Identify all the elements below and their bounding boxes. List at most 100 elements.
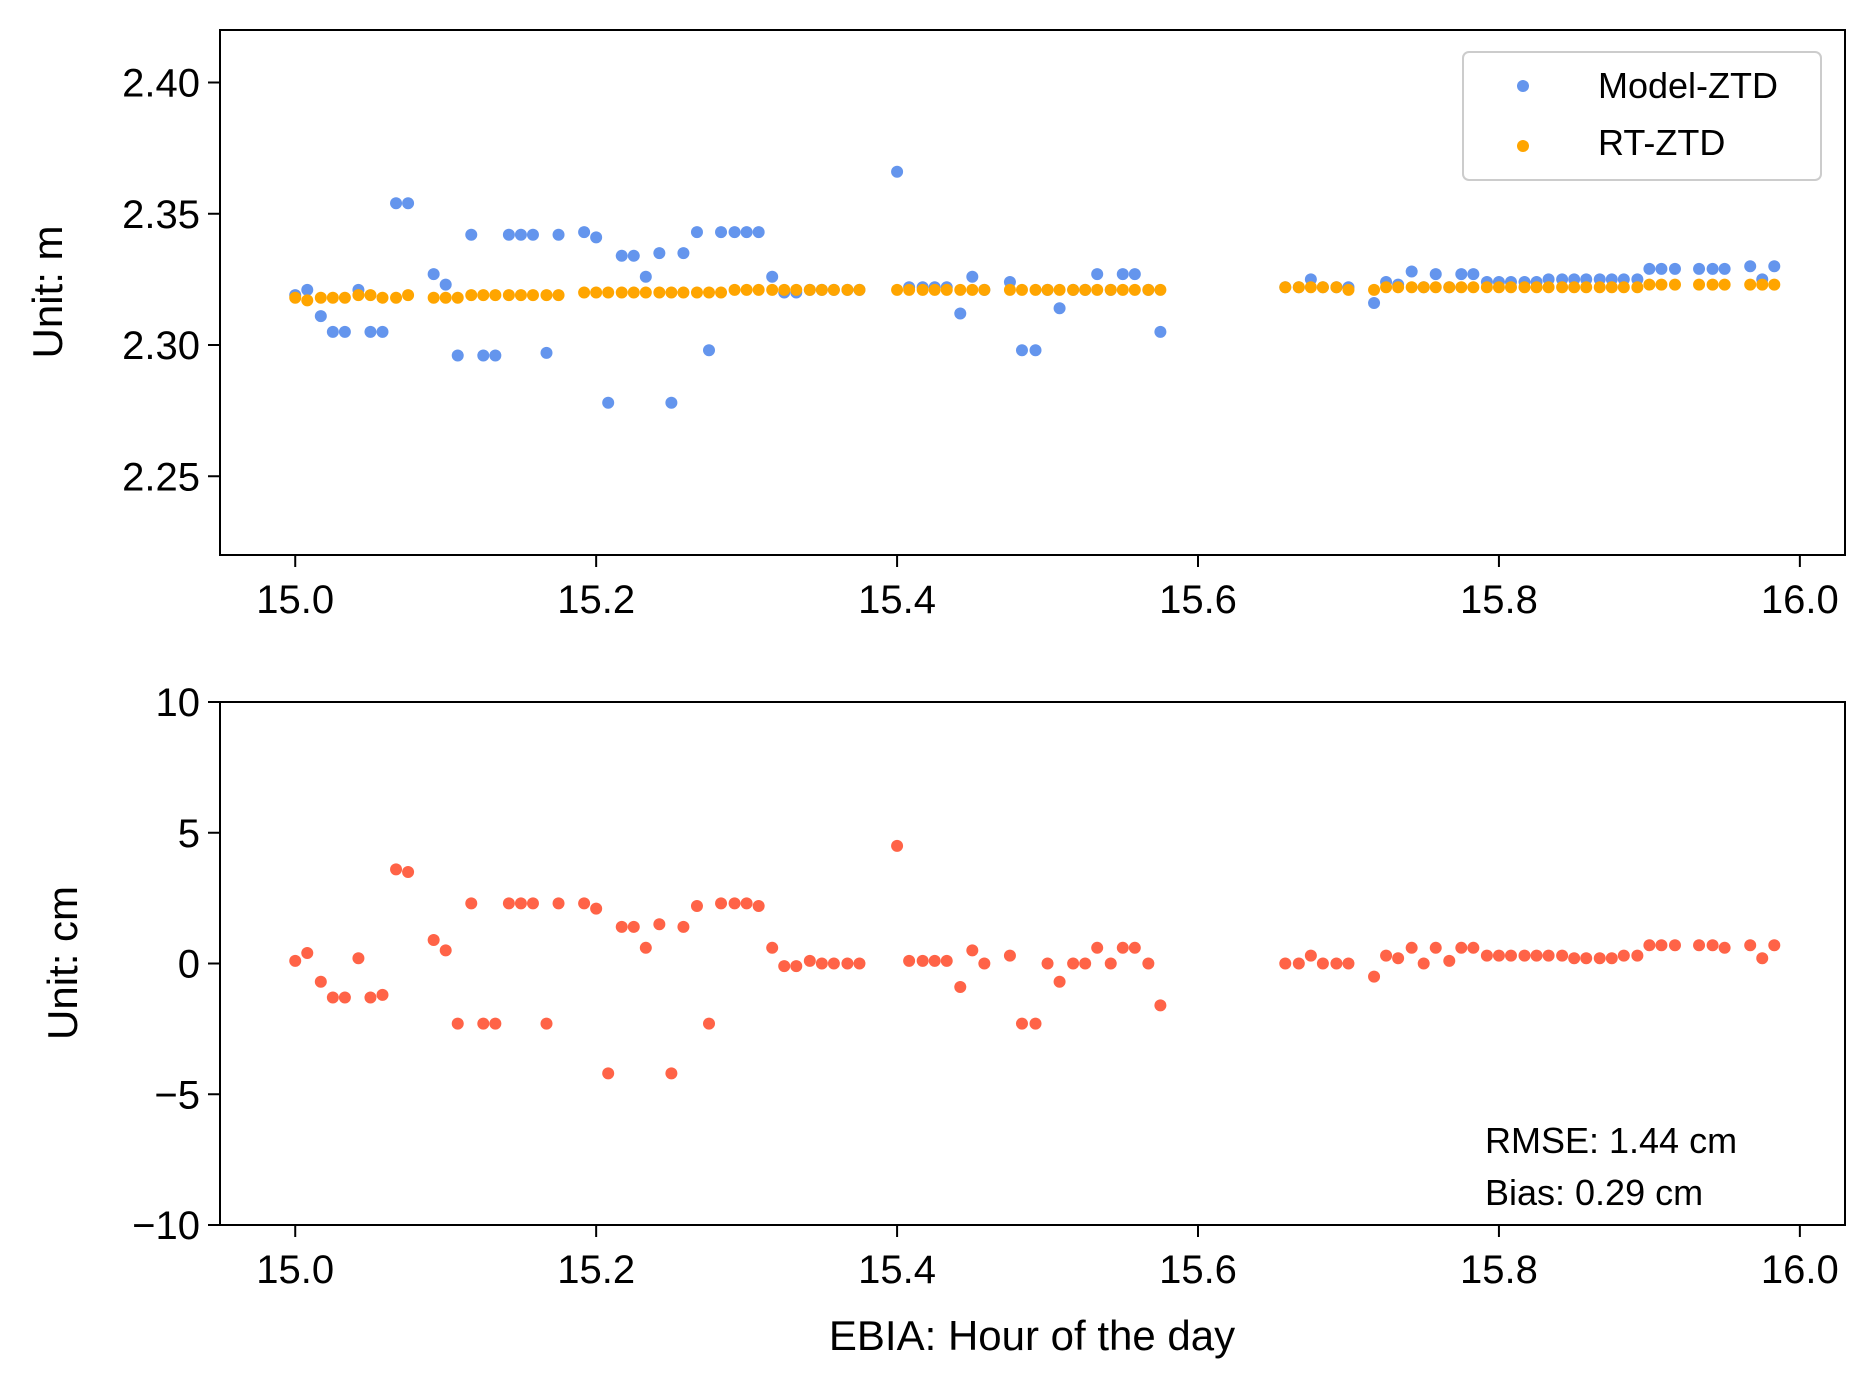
rt-ztd-point [1015,283,1028,296]
rt-ztd-point [477,289,490,302]
model-ztd-point [1053,302,1066,315]
rt-ztd-point [653,286,666,299]
difference-series-point [1003,949,1016,962]
rt-ztd-point [1542,281,1555,294]
rt-ztd-point [1053,283,1066,296]
difference-series-point [703,1017,716,1030]
difference-series-point [966,944,979,957]
difference-series-point [665,1067,678,1080]
rt-ztd-point [677,286,690,299]
difference-series-point [590,902,603,915]
difference-series-point [1580,952,1593,965]
difference-series-point [1128,941,1141,954]
rt-ztd-point [1128,283,1141,296]
model-ztd-point [502,228,515,241]
difference-series-point [615,920,628,933]
model-ztd-point [1718,262,1731,275]
difference-series-point [289,954,302,967]
model-ztd-point [1091,268,1104,281]
rt-ztd-point [1142,283,1155,296]
rt-ztd-point [1292,281,1305,294]
model-ztd-point [427,268,440,281]
model-ztd-point [451,349,464,362]
difference-series-point [451,1017,464,1030]
rt-ztd-point [1668,278,1681,291]
model-ztd-point [1429,268,1442,281]
ztd-x-tick-label: 15.4 [858,578,936,622]
difference-series-point [1655,939,1668,952]
rt-ztd-point [827,283,840,296]
rt-ztd-point [1368,283,1381,296]
rt-ztd-point [1768,278,1781,291]
difference-series-point [1768,939,1781,952]
difference-series-point [1142,957,1155,970]
difference-series-point [1467,941,1480,954]
rt-ztd-point [916,283,929,296]
difference-series-point [1556,949,1569,962]
rt-ztd-point [853,283,866,296]
model-ztd-point [1706,262,1719,275]
model-ztd-point [314,310,327,323]
rt-ztd-point [966,283,979,296]
ztd-plot-frame [219,29,1846,556]
difference-series-point [489,1017,502,1030]
difference-series-point [1104,957,1117,970]
difference-series-point [502,897,515,910]
rt-ztd-point [514,289,527,302]
model-ztd-point [1668,262,1681,275]
difference-series-point [526,897,539,910]
difference-series-point [1631,949,1644,962]
rt-ztd-point [1091,283,1104,296]
rt-ztd-point [1429,281,1442,294]
difference-series-point [514,897,527,910]
difference-series-point [715,897,728,910]
difference-series-point [677,920,690,933]
model-ztd-point [1154,325,1167,338]
model-ztd-point [715,226,728,239]
rt-ztd-point [615,286,628,299]
difference-series-point [1504,949,1517,962]
model-ztd-point [1116,268,1129,281]
bias-annotation: Bias: 0.29 cm [1485,1172,1703,1213]
rt-ztd-point [715,286,728,299]
rt-ztd-point [1455,281,1468,294]
difference-y-axis: −10 −5 0 5 10 [132,681,220,1248]
difference-panel: 15.0 15.2 15.4 15.6 15.8 16.0 −10 −5 0 5 10 Unit:… [39,681,1846,1359]
rt-ztd-point [390,291,403,304]
model-ztd-point [364,325,377,338]
difference-series-point [427,933,440,946]
rt-ztd-point [1706,278,1719,291]
rt-ztd-point [352,289,365,302]
rt-ztd-point [978,283,991,296]
legend-frame [1462,51,1822,181]
rt-ztd-point [1568,281,1581,294]
model-ztd-point [1744,260,1757,273]
difference-series-point [690,899,703,912]
difference-series-point [1480,949,1493,962]
rt-ztd-point [1330,281,1343,294]
difference-series-point [552,897,565,910]
difference-series-point [940,954,953,967]
rt-ztd-point [815,283,828,296]
difference-series-point [1643,939,1656,952]
legend: Model-ZTD RT-ZTD [1462,51,1822,181]
rt-ztd-point [1392,281,1405,294]
difference-series-point [740,897,753,910]
ztd-x-tick-label: 15.6 [1159,578,1237,622]
model-ztd-point [1015,344,1028,357]
rt-ztd-point [602,286,615,299]
difference-series-point [639,941,652,954]
difference-series-point [928,954,941,967]
rt-ztd-point [314,291,327,304]
rt-ztd-point [778,283,791,296]
rt-ztd-point [1631,281,1644,294]
difference-series-point [790,960,803,973]
model-ztd-point [740,226,753,239]
difference-series-point [1154,999,1167,1012]
rt-ztd-point [665,286,678,299]
difference-series-point [338,991,351,1004]
difference-series-point [1518,949,1531,962]
difference-series-point [402,865,415,878]
difference-series-point [376,988,389,1001]
rt-ztd-point [728,283,741,296]
